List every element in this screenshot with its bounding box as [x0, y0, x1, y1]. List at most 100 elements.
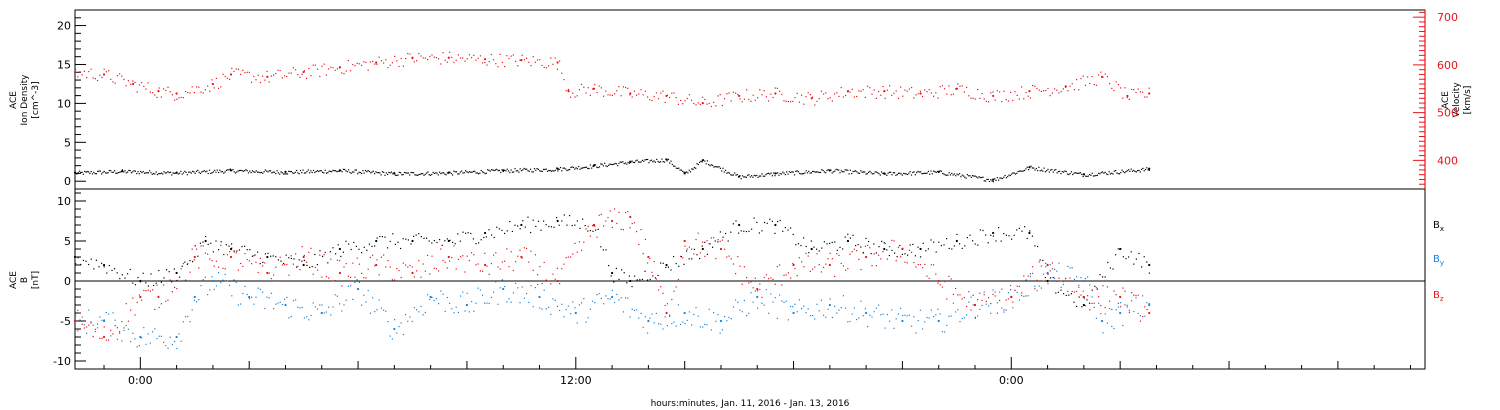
by-sample — [383, 309, 385, 311]
density-sample — [774, 175, 776, 177]
density-sample — [1141, 168, 1143, 170]
density-sample — [398, 171, 400, 173]
by-sample — [545, 308, 547, 310]
velocity-sample — [363, 61, 365, 63]
density-sample — [454, 171, 456, 173]
bx-sample — [251, 255, 253, 257]
bz-sample — [1071, 290, 1073, 293]
velocity-sample — [1027, 95, 1029, 97]
bx-sample — [197, 255, 199, 257]
velocity-sample — [552, 63, 554, 65]
density-sample — [324, 169, 326, 171]
density-point — [665, 158, 668, 161]
bz-sample — [1080, 294, 1082, 296]
by-sample — [666, 325, 668, 327]
density-sample — [1000, 177, 1002, 179]
bz-point — [556, 279, 559, 283]
bz-sample — [697, 232, 699, 234]
by-sample — [288, 317, 290, 319]
density-sample — [207, 172, 209, 175]
density-sample — [106, 172, 108, 174]
velocity-axis-label-line1: ACE — [1441, 91, 1451, 109]
bz-sample — [149, 290, 151, 292]
density-sample — [874, 171, 876, 173]
bz-sample — [541, 282, 543, 285]
velocity-sample — [374, 63, 376, 65]
density-sample — [546, 170, 549, 172]
density-sample — [558, 168, 560, 170]
bx-sample — [498, 228, 500, 230]
by-sample — [277, 302, 279, 304]
bx-sample — [574, 224, 576, 226]
velocity-sample — [1093, 83, 1095, 86]
density-sample — [726, 172, 728, 174]
by-sample — [372, 297, 374, 299]
velocity-sample — [169, 91, 171, 93]
bz-sample — [435, 268, 437, 270]
velocity-sample — [895, 90, 897, 92]
bx-sample — [948, 247, 950, 250]
bx-sample — [909, 244, 911, 246]
by-sample — [704, 323, 706, 326]
bz-sample — [959, 294, 961, 296]
velocity-sample — [479, 55, 481, 57]
velocity-point — [229, 73, 233, 76]
bx-sample — [556, 216, 558, 219]
by-sample — [314, 306, 316, 308]
bz-sample — [1113, 290, 1115, 292]
by-sample — [486, 302, 488, 304]
bx-sample — [587, 230, 589, 232]
bx-sample — [264, 253, 266, 255]
bx-sample — [922, 242, 924, 244]
bz-sample — [336, 259, 338, 261]
by-sample — [977, 315, 979, 317]
density-sample — [743, 176, 745, 178]
velocity-sample — [433, 56, 435, 58]
bx-sample — [142, 272, 144, 274]
velocity-sample — [490, 53, 492, 56]
density-sample — [536, 167, 538, 170]
bx-sample — [400, 247, 402, 250]
velocity-sample — [611, 94, 613, 97]
density-sample — [570, 166, 572, 169]
velocity-sample — [644, 90, 646, 92]
bz-sample — [1047, 273, 1049, 276]
velocity-sample — [614, 93, 616, 95]
by-sample — [330, 314, 332, 316]
density-sample — [146, 172, 148, 174]
bz-sample — [119, 332, 121, 334]
by-sample — [506, 301, 508, 303]
density-sample — [98, 170, 100, 172]
bz-sample — [539, 266, 541, 268]
density-sample — [238, 169, 240, 172]
by-sample — [1082, 290, 1084, 292]
density-sample — [419, 173, 421, 175]
by-sample — [1093, 306, 1095, 309]
bx-sample — [873, 243, 875, 245]
density-sample — [221, 170, 224, 173]
by-sample — [763, 304, 765, 306]
by-sample — [468, 311, 470, 313]
bz-sample — [928, 277, 930, 279]
density-sample — [1143, 170, 1145, 172]
by-sample — [290, 315, 292, 318]
by-sample — [198, 299, 200, 301]
density-point — [629, 160, 632, 163]
by-sample — [807, 308, 809, 310]
by-sample — [81, 316, 83, 318]
density-sample — [766, 173, 768, 175]
bz-sample — [853, 248, 855, 250]
bx-sample — [1138, 252, 1140, 255]
density-sample — [650, 159, 653, 161]
bz-sample — [702, 241, 704, 243]
bx-sample — [319, 250, 321, 252]
density-sample — [900, 173, 902, 175]
density-sample — [411, 171, 413, 174]
density-sample — [81, 171, 83, 173]
bx-sample — [1073, 301, 1075, 303]
velocity-sample — [464, 60, 466, 62]
density-sample — [1047, 168, 1049, 171]
velocity-sample — [451, 56, 453, 59]
bx-sample — [446, 238, 448, 240]
bz-sample — [741, 283, 743, 285]
